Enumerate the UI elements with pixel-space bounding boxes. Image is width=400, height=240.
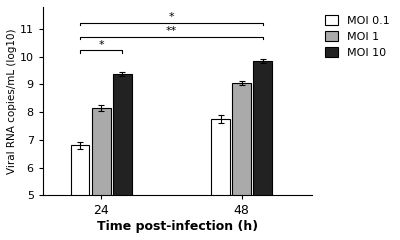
Text: *: * <box>169 12 174 22</box>
Text: *: * <box>98 40 104 50</box>
Bar <box>232 83 251 195</box>
Bar <box>92 108 110 195</box>
Text: **: ** <box>166 26 177 36</box>
Legend: MOI 0.1, MOI 1, MOI 10: MOI 0.1, MOI 1, MOI 10 <box>323 12 392 60</box>
Bar <box>113 74 132 195</box>
Bar <box>211 119 230 195</box>
Bar <box>71 145 90 195</box>
Bar <box>254 61 272 195</box>
X-axis label: Time post-infection (h): Time post-infection (h) <box>97 220 258 233</box>
Y-axis label: Viral RNA copies/mL (log10): Viral RNA copies/mL (log10) <box>7 28 17 174</box>
